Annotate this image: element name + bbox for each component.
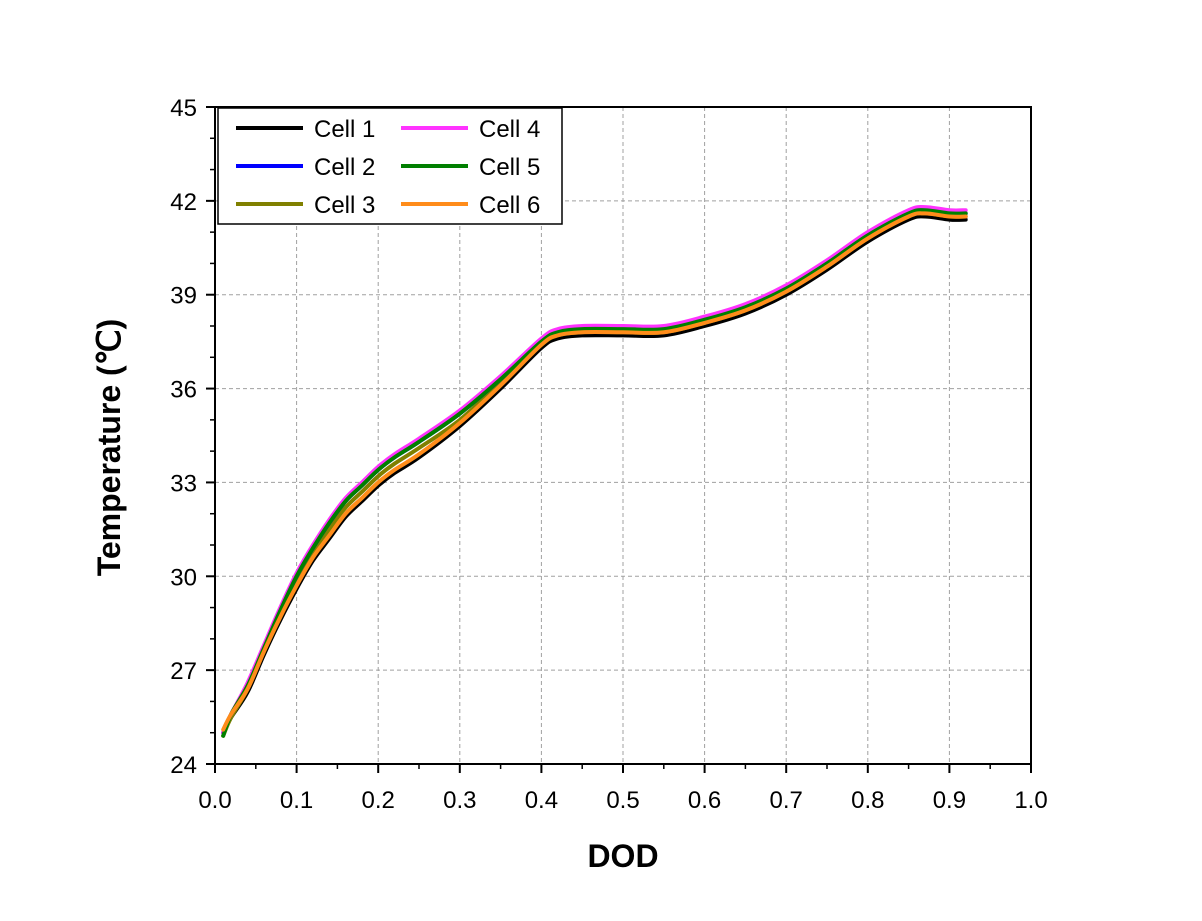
y-tick-label: 24 (170, 752, 197, 779)
grid-lines (215, 107, 1031, 764)
x-tick-label: 0.6 (688, 787, 721, 814)
x-tick-label: 0.3 (443, 787, 476, 814)
x-tick-label: 0.9 (933, 787, 966, 814)
x-tick-label: 0.0 (198, 787, 231, 814)
y-axis-title: Temperature (℃) (91, 319, 127, 577)
series-line-cell-5 (221, 208, 968, 738)
y-tick-label: 45 (170, 95, 197, 122)
legend-label: Cell 5 (479, 154, 540, 181)
y-tick-label: 39 (170, 283, 197, 310)
series-line-cell-6 (221, 211, 968, 732)
x-tick-label: 0.4 (525, 787, 558, 814)
x-tick-label: 0.7 (770, 787, 803, 814)
y-tick-label: 27 (170, 658, 197, 685)
y-tick-label: 33 (170, 470, 197, 497)
legend-label: Cell 6 (479, 192, 540, 219)
x-tick-label: 0.5 (606, 787, 639, 814)
x-axis-title: DOD (587, 838, 658, 874)
legend-label: Cell 1 (314, 116, 375, 143)
legend-label: Cell 2 (314, 154, 375, 181)
y-tick-label: 30 (170, 564, 197, 591)
legend: Cell 1 Cell 2 Cell 3 Cell 4 Cell 5 Cell 6 (217, 107, 563, 225)
y-tick-label: 36 (170, 377, 197, 404)
legend-label: Cell 3 (314, 192, 375, 219)
series-lines (221, 204, 968, 738)
x-tick-label: 0.2 (362, 787, 395, 814)
x-tick-label: 0.1 (280, 787, 313, 814)
axis-ticks (206, 106, 1032, 773)
y-tick-label: 42 (170, 189, 197, 216)
axis-tick-labels: 0.0 0.1 0.2 0.3 0.4 0.5 0.6 0.7 0.8 0.9 1.0 24 27 30 3… (170, 95, 1047, 814)
x-tick-label: 1.0 (1014, 787, 1047, 814)
x-tick-label: 0.8 (851, 787, 884, 814)
legend-label: Cell 4 (479, 116, 540, 143)
